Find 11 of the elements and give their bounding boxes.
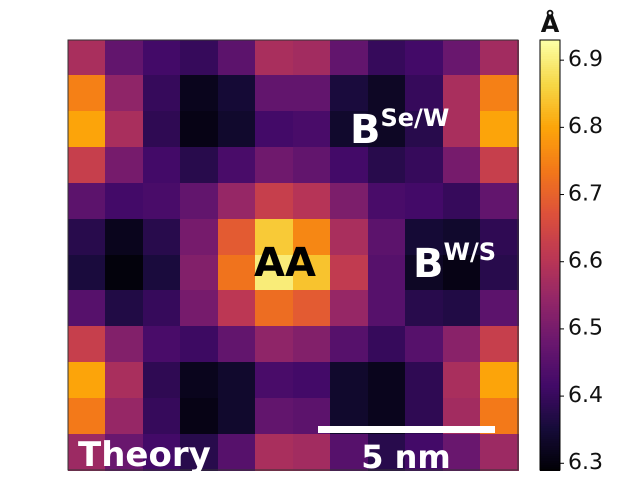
annotation: 5 nm [361, 438, 451, 476]
color-bar-label: 6.6 [568, 248, 603, 274]
color-bar-label: 6.5 [568, 316, 603, 341]
color-bar-title: Å [540, 9, 560, 38]
annotation: Theory [78, 435, 211, 475]
color-bar-label: 6.3 [568, 450, 603, 475]
color-bar-label: 6.8 [568, 114, 603, 140]
color-bar-label: 6.9 [568, 46, 603, 72]
annotation: AA [254, 240, 316, 286]
color-bar-label: 6.7 [568, 181, 603, 206]
color-bar-label: 6.4 [568, 382, 603, 408]
